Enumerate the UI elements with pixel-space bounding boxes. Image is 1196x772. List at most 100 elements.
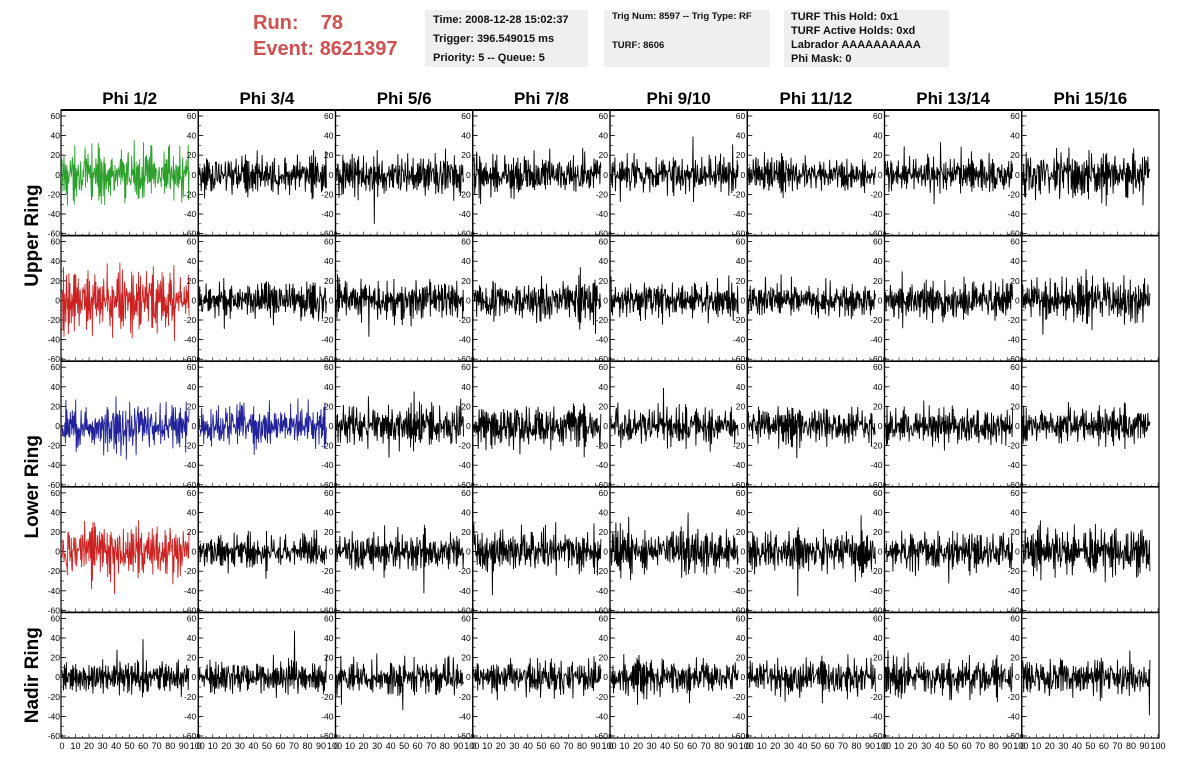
y-tick-label: 60 bbox=[461, 237, 471, 247]
x-tick-label: 70 bbox=[975, 741, 985, 751]
waveform-trace bbox=[747, 151, 876, 199]
waveform-trace bbox=[198, 398, 327, 455]
y-tick-label: -20 bbox=[48, 441, 61, 451]
x-tick-label: 70 bbox=[701, 741, 711, 751]
waveform-trace bbox=[336, 274, 465, 337]
y-tick-label: 0 bbox=[329, 170, 334, 180]
y-tick-label: 60 bbox=[324, 613, 334, 623]
y-tick-label: -20 bbox=[1007, 441, 1020, 451]
x-tick-label: 30 bbox=[235, 741, 245, 751]
waveform-panel: 60 40 20 0 -20 -40 -60 bbox=[1007, 360, 1160, 490]
y-tick-label: 60 bbox=[736, 488, 746, 498]
x-tick-label: 60 bbox=[1099, 741, 1109, 751]
y-tick-label: -20 bbox=[321, 692, 334, 702]
y-tick-label: -20 bbox=[321, 441, 334, 451]
y-tick-label: 60 bbox=[873, 237, 883, 247]
y-tick-label: -40 bbox=[870, 209, 883, 219]
y-tick-label: -60 bbox=[733, 731, 746, 741]
x-tick-label: 100 bbox=[1150, 741, 1165, 751]
y-tick-label: 60 bbox=[461, 111, 471, 121]
waveform-trace bbox=[336, 524, 465, 594]
x-tick-label: 50 bbox=[811, 741, 821, 751]
x-tick-label: 30 bbox=[509, 741, 519, 751]
waveform-trace bbox=[747, 406, 876, 459]
y-tick-label: 40 bbox=[873, 382, 883, 392]
y-tick-label: 0 bbox=[466, 421, 471, 431]
y-tick-label: -40 bbox=[458, 711, 471, 721]
column-header: Phi 1/2 bbox=[102, 89, 157, 108]
y-tick-label: -40 bbox=[48, 711, 61, 721]
x-tick-label: 0 bbox=[746, 741, 751, 751]
column-header: Phi 11/12 bbox=[779, 89, 852, 108]
waveform-panel: 60 40 20 0 -20 -40 -60 bbox=[1007, 235, 1160, 364]
y-tick-label: 20 bbox=[736, 276, 746, 286]
y-tick-label: -20 bbox=[870, 566, 883, 576]
waveform-trace bbox=[473, 267, 602, 334]
waveform-panel: 60 40 20 0 -20 -40 -60 bbox=[733, 486, 886, 615]
x-tick-label: 90 bbox=[1139, 741, 1149, 751]
y-tick-label: 40 bbox=[51, 382, 61, 392]
y-tick-label: -20 bbox=[184, 315, 197, 325]
waveform-trace bbox=[610, 387, 739, 452]
y-tick-label: 60 bbox=[1010, 613, 1020, 623]
y-tick-label: 0 bbox=[1015, 672, 1020, 682]
y-tick-label: -40 bbox=[1007, 209, 1020, 219]
x-tick-label: 70 bbox=[838, 741, 848, 751]
y-tick-label: 40 bbox=[736, 256, 746, 266]
y-tick-label: -60 bbox=[1007, 605, 1020, 615]
y-tick-label: 0 bbox=[329, 295, 334, 305]
y-tick-label: 20 bbox=[51, 527, 61, 537]
waveform-panel: 60 40 20 0 -20 -40 -60 bbox=[596, 486, 748, 615]
y-tick-label: 20 bbox=[599, 401, 609, 411]
y-tick-label: -20 bbox=[48, 189, 61, 199]
y-tick-label: -40 bbox=[596, 335, 609, 345]
x-tick-label: 60 bbox=[275, 741, 285, 751]
x-tick-label: 50 bbox=[125, 741, 135, 751]
x-tick-label: 10 bbox=[620, 741, 630, 751]
waveform-panel: 60 40 20 0 -20 -40 -60 bbox=[321, 486, 474, 615]
y-tick-label: 20 bbox=[1010, 527, 1020, 537]
y-tick-label: -20 bbox=[458, 315, 471, 325]
y-tick-label: 0 bbox=[1015, 295, 1020, 305]
y-tick-label: 0 bbox=[55, 295, 60, 305]
x-tick-label: 50 bbox=[399, 741, 409, 751]
y-tick-label: -40 bbox=[596, 586, 609, 596]
y-tick-label: 20 bbox=[461, 150, 471, 160]
waveform-panel: 60 40 20 0 -20 -40 -60 bbox=[870, 486, 1023, 615]
y-tick-label: -60 bbox=[321, 605, 334, 615]
waveform-panel: 60 40 20 0 -20 -40 -60 bbox=[48, 235, 199, 364]
y-tick-label: 20 bbox=[599, 527, 609, 537]
waveform-panel: 60 40 20 0 -20 -40 -60 bbox=[321, 360, 474, 490]
y-tick-label: 0 bbox=[741, 421, 746, 431]
y-tick-label: 20 bbox=[873, 276, 883, 286]
waveform-trace bbox=[336, 148, 465, 224]
row-group-label: Nadir Ring bbox=[22, 627, 43, 723]
y-tick-label: -20 bbox=[596, 189, 609, 199]
y-tick-label: -40 bbox=[870, 460, 883, 470]
x-tick-label: 20 bbox=[908, 741, 918, 751]
y-tick-label: -20 bbox=[733, 189, 746, 199]
y-tick-label: -40 bbox=[870, 586, 883, 596]
y-tick-label: 60 bbox=[599, 237, 609, 247]
waveform-panel: 60 40 20 0 -20 -40 -60 bbox=[1007, 486, 1160, 615]
x-tick-label: 50 bbox=[536, 741, 546, 751]
y-tick-label: 60 bbox=[187, 237, 197, 247]
y-tick-label: 60 bbox=[51, 111, 61, 121]
y-tick-label: 40 bbox=[51, 131, 61, 141]
waveform-trace bbox=[61, 140, 190, 206]
y-tick-label: 60 bbox=[187, 111, 197, 121]
y-tick-label: 40 bbox=[599, 131, 609, 141]
y-tick-label: -60 bbox=[321, 229, 334, 239]
x-tick-label: 10 bbox=[208, 741, 218, 751]
column-header: Phi 5/6 bbox=[377, 89, 432, 108]
x-tick-label: 0 bbox=[608, 741, 613, 751]
y-tick-label: 20 bbox=[1010, 150, 1020, 160]
y-tick-label: -40 bbox=[184, 711, 197, 721]
y-tick-label: 0 bbox=[55, 170, 60, 180]
y-tick-label: 20 bbox=[324, 527, 334, 537]
x-tick-label: 50 bbox=[262, 741, 272, 751]
y-tick-label: -20 bbox=[321, 566, 334, 576]
y-tick-label: -20 bbox=[870, 189, 883, 199]
y-tick-label: 20 bbox=[187, 276, 197, 286]
